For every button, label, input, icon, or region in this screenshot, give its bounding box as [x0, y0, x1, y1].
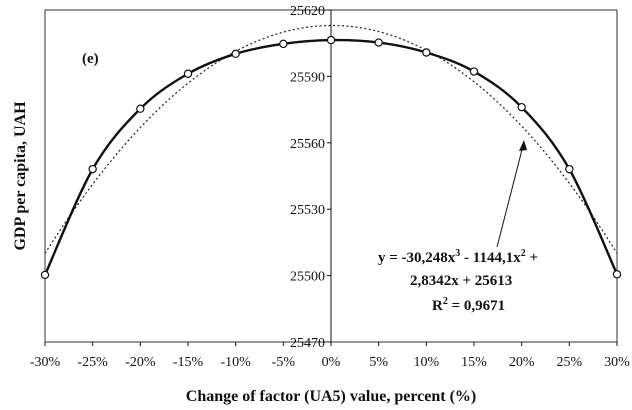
- x-tick-label: -30%: [30, 355, 61, 370]
- x-tick-label: 20%: [509, 355, 535, 370]
- data-point: [136, 104, 145, 113]
- data-point: [517, 102, 526, 112]
- y-axis-title: GDP per capita, UAH: [12, 101, 29, 251]
- y-tick-label: 25560: [290, 137, 325, 152]
- x-tick-label: 0%: [322, 355, 341, 370]
- y-tick-label: 25590: [290, 70, 325, 85]
- x-tick-label: 5%: [369, 355, 388, 370]
- data-point: [612, 270, 622, 279]
- x-tick-label: 25%: [556, 355, 582, 370]
- y-tick-label: 25470: [290, 336, 325, 351]
- x-ticks: -30% -25% -20% -15% -10% -5% 0% 5% 10% 15% 20% 25% 3…: [30, 342, 630, 370]
- x-tick-label: -20%: [125, 355, 156, 370]
- x-tick-label: 30%: [604, 355, 630, 370]
- equation-line-1: y = -30,248x3 - 1144,1x2 +: [378, 248, 538, 266]
- x-axis-title: Change of factor (UA5) value, percent (%…: [186, 388, 476, 405]
- x-tick-label: -25%: [78, 355, 109, 370]
- annotation-arrow: [496, 141, 525, 248]
- x-tick-label: 10%: [413, 355, 439, 370]
- data-point: [88, 164, 97, 174]
- trendline: [44, 24, 618, 254]
- data-point: [326, 35, 336, 45]
- data-point: [40, 270, 50, 280]
- panel-label: (e): [82, 51, 99, 67]
- data-point: [565, 164, 574, 174]
- data-point: [279, 39, 288, 49]
- x-tick-label: -5%: [272, 355, 296, 370]
- y-ticks: 25470 25500 25530 25560 25590 25620: [290, 4, 331, 351]
- data-point: [469, 67, 479, 76]
- y-tick-label: 25620: [290, 4, 325, 19]
- data-point: [374, 38, 383, 47]
- equation-line-2: 2,8342x + 25613: [410, 273, 512, 289]
- y-tick-label: 25530: [290, 203, 325, 218]
- data-point: [231, 49, 240, 59]
- annotation-arrowhead: [519, 140, 527, 151]
- x-tick-label: -10%: [221, 355, 252, 370]
- series-markers: [40, 35, 622, 280]
- x-tick-label: -15%: [173, 355, 204, 370]
- data-point: [422, 48, 431, 57]
- y-tick-label: 25500: [290, 270, 325, 285]
- data-point: [183, 69, 193, 78]
- r-squared: R2 = 0,9671: [432, 296, 505, 314]
- x-tick-label: 15%: [461, 355, 487, 370]
